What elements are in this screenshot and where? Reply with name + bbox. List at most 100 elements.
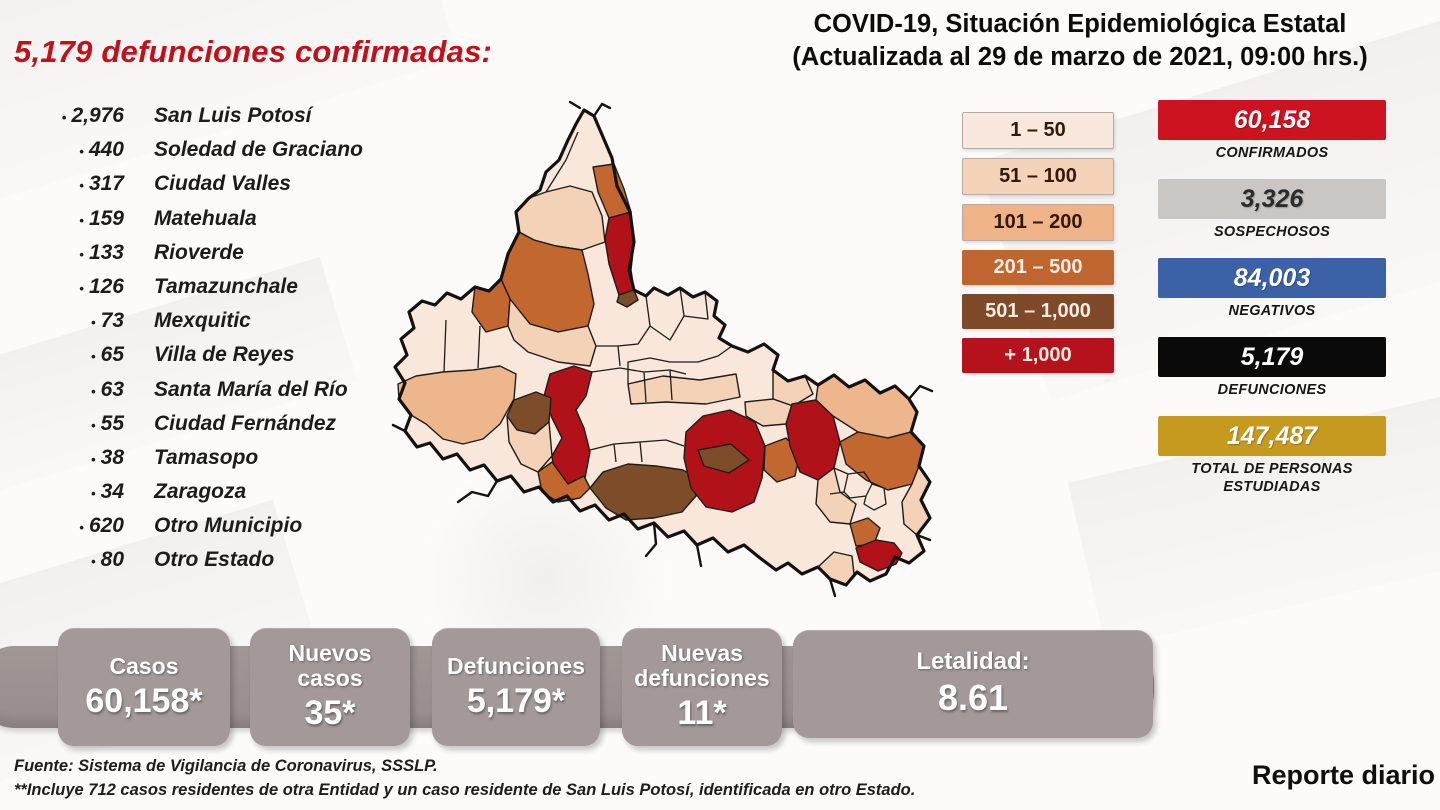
bullet-icon: • [79,178,84,194]
map-region [627,373,741,405]
bullet-icon: • [91,486,96,502]
legend-range: 501 – 1,000 [962,294,1114,329]
deaths-heading: 5,179 defunciones confirmadas: [14,34,493,69]
list-item: • 2,976 San Luis Potosí [28,104,363,138]
municipality-name: Villa de Reyes [154,343,295,367]
boundary-squiggle [828,384,934,598]
death-count: 620 [88,514,124,538]
map-border-lines [683,291,709,320]
bullet-icon: • [91,383,96,399]
list-item: • 126 Tamazunchale [28,275,363,309]
map-border-lines [829,467,849,495]
map-border-lines [589,439,685,463]
list-item: • 55 Ciudad Fernández [28,412,363,446]
summary-card-nuevas-defunciones: Nuevas defunciones 11* [622,628,782,746]
map-region [616,289,639,308]
report-type-label: Reporte diario [1252,760,1436,790]
stat-total-estudiadas: 147,487 TOTAL DE PERSONAS ESTUDIADAS [1158,416,1386,496]
municipality-name: Rioverde [154,240,244,264]
death-count: 133 [88,240,124,264]
stat-label: CONFIRMADOS [1215,145,1329,161]
map-legend: 1 – 50 51 – 100 101 – 200 201 – 500 501 … [962,112,1114,382]
bullet-icon: • [61,110,67,125]
stat-value-bar: 5,179 [1158,337,1386,377]
map-border-lines [443,319,481,373]
death-count: 2,976 [71,104,124,127]
municipality-name: Matehuala [154,206,257,230]
list-item: • 73 Mexquitic [28,309,363,343]
stat-sospechosos: 3,326 SOSPECHOSOS [1158,179,1386,241]
list-item: • 317 Ciudad Valles [28,172,363,206]
list-item: • 440 Soledad de Graciano [28,138,363,172]
map-border-lines [596,345,621,367]
bullet-icon: • [79,520,84,536]
map-region [849,517,881,547]
municipality-name: Mexquitic [154,309,251,333]
map-border-lines [627,345,733,384]
stat-value-bar: 60,158 [1158,100,1386,140]
bullet-icon: • [91,417,96,433]
death-count: 63 [100,377,124,401]
death-count: 126 [88,274,124,298]
bullet-icon: • [79,280,84,296]
map-region [697,443,750,474]
summary-card-defunciones: Defunciones 5,179* [432,628,600,746]
death-count: 73 [100,309,124,333]
inclusion-note: **Incluye 712 casos residentes de otra E… [14,781,916,799]
legend-range: 51 – 100 [962,158,1114,195]
card-value: 5,179* [466,681,566,720]
death-count: 55 [100,411,124,435]
stat-defunciones: 5,179 DEFUNCIONES [1158,337,1386,399]
map-border-lines [617,295,651,347]
source-note: Fuente: Sistema de Vigilancia de Coronav… [14,757,438,775]
list-item: • 159 Matehuala [28,207,363,241]
card-value: 11* [677,694,727,732]
summary-card-nuevos-casos: Nuevos casos 35* [250,628,410,746]
municipality-name: Ciudad Valles [154,172,291,196]
bullet-icon: • [91,554,96,570]
card-label: Nuevas defunciones [634,640,770,691]
card-value: 35* [304,694,356,732]
card-value: 60,158* [85,681,203,720]
map-border-lines [843,471,873,499]
bullet-icon: • [79,144,84,160]
legend-range: + 1,000 [962,338,1114,373]
stat-confirmados: 60,158 CONFIRMADOS [1158,100,1386,162]
deaths-by-municipality-list: • 2,976 San Luis Potosí • 440 Soledad de Gra… [28,104,363,583]
stat-label: TOTAL DE PERSONAS ESTUDIADAS [1191,461,1353,495]
boundary-squiggle [644,521,703,568]
list-item: • 38 Tamasopo [28,446,363,480]
municipality-name: Zaragoza [154,480,247,504]
stat-negativos: 84,003 NEGATIVOS [1158,258,1386,320]
stat-value-bar: 3,326 [1158,179,1386,219]
map-region [815,467,857,525]
death-count: 65 [100,343,124,367]
page-title: COVID-19, Situación Epidemiológica Estat… [722,8,1438,74]
state-map-svg [391,100,934,598]
boundary-squiggle [456,479,499,504]
death-count: 34 [100,480,124,504]
map-border-lines [643,369,673,403]
municipality-name: Santa María del Río [154,377,348,401]
legend-range: 201 – 500 [962,250,1114,285]
stat-label: NEGATIVOS [1228,303,1316,319]
bullet-icon: • [91,349,96,365]
state-stats: 60,158 CONFIRMADOS 3,326 SOSPECHOSOS 84,… [1158,100,1386,513]
stat-label: DEFUNCIONES [1217,382,1327,398]
stat-value-bar: 147,487 [1158,416,1386,456]
municipality-name: Tamasopo [154,445,259,469]
boundary-squiggle [568,100,612,118]
municipality-name: Otro Estado [154,548,275,572]
page-title-line1: COVID-19, Situación Epidemiológica Estat… [813,10,1347,38]
bullet-icon: • [91,451,96,467]
choropleth-map [388,94,954,604]
municipality-name: Ciudad Fernández [154,411,337,435]
map-border-lines [545,131,579,193]
map-border-lines [649,287,685,341]
summary-card-casos: Casos 60,158* [58,628,230,746]
card-label: Nuevos casos [288,640,372,691]
bullet-icon: • [91,315,96,331]
boundary-squiggle [391,423,407,433]
page-title-line2: (Actualizada al 29 de marzo de 2021, 09:… [792,43,1368,71]
bullet-icon: • [79,246,84,262]
